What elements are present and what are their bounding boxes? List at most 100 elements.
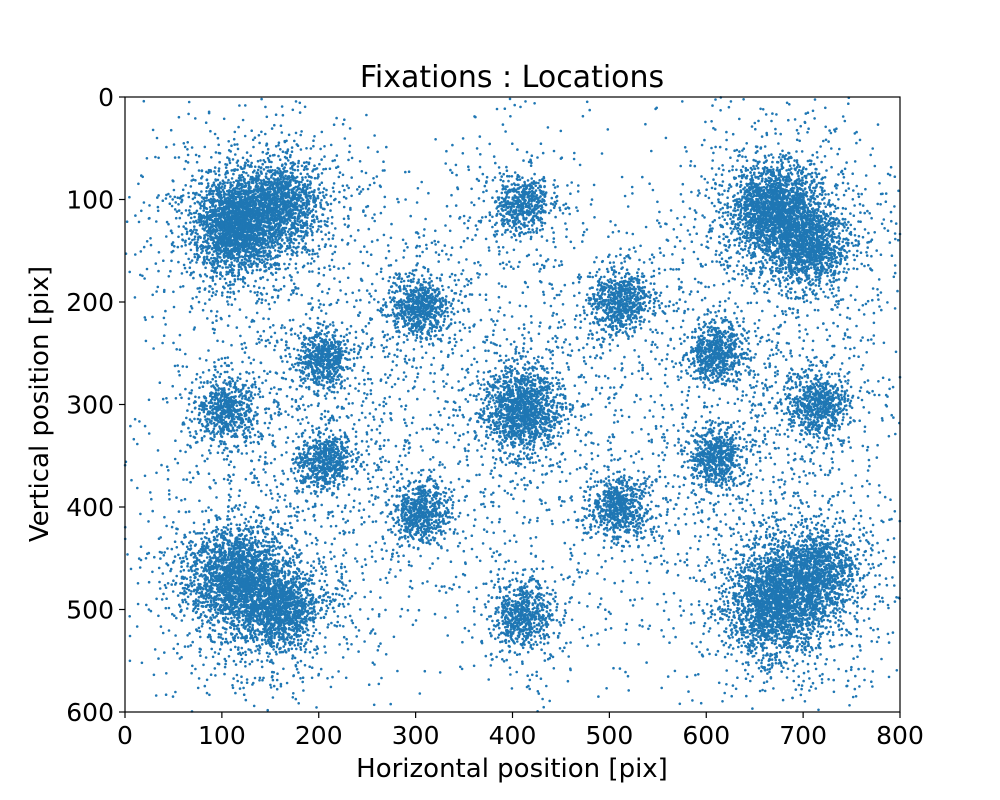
fixation-point bbox=[134, 253, 137, 256]
fixation-point bbox=[466, 226, 470, 230]
fixation-point bbox=[296, 165, 300, 168]
fixation-point bbox=[207, 214, 210, 218]
fixation-point bbox=[523, 198, 527, 202]
fixation-point bbox=[279, 124, 283, 127]
fixation-point bbox=[503, 222, 507, 226]
fixation-point bbox=[213, 246, 216, 250]
fixation-point bbox=[268, 206, 272, 210]
fixation-point bbox=[219, 232, 222, 235]
fixation-point bbox=[193, 225, 196, 228]
fixation-point bbox=[552, 183, 555, 187]
fixation-point bbox=[245, 316, 248, 319]
fixation-point bbox=[214, 236, 217, 240]
fixation-point bbox=[303, 105, 307, 109]
fixation-point bbox=[216, 217, 219, 221]
fixation-point bbox=[202, 197, 205, 201]
fixation-point bbox=[211, 221, 214, 224]
fixation-point bbox=[534, 184, 537, 187]
fixation-point bbox=[179, 196, 182, 200]
fixation-point bbox=[488, 213, 492, 217]
fixation-point bbox=[527, 160, 531, 164]
fixation-point bbox=[289, 184, 292, 187]
fixation-point bbox=[299, 172, 303, 175]
fixation-point bbox=[226, 236, 229, 239]
fixation-point bbox=[290, 279, 293, 282]
fixation-point bbox=[198, 182, 201, 185]
fixation-point bbox=[247, 196, 251, 200]
fixation-point bbox=[510, 202, 513, 206]
fixation-point bbox=[343, 188, 346, 192]
fixation-point bbox=[261, 208, 265, 211]
fixation-point bbox=[292, 245, 295, 249]
fixation-point bbox=[535, 248, 538, 251]
fixation-point bbox=[271, 295, 274, 299]
fixation-point bbox=[227, 140, 230, 143]
fixation-point bbox=[205, 178, 209, 181]
fixation-point bbox=[274, 271, 278, 275]
fixation-point bbox=[328, 268, 332, 271]
fixation-point bbox=[326, 217, 330, 220]
fixation-point bbox=[332, 234, 335, 237]
fixation-point bbox=[317, 187, 320, 190]
fixation-point bbox=[316, 176, 319, 180]
fixation-point bbox=[493, 235, 497, 238]
fixation-point bbox=[249, 154, 252, 157]
fixation-point bbox=[164, 197, 168, 200]
fixation-point bbox=[481, 216, 484, 219]
fixation-point bbox=[279, 175, 283, 178]
fixation-point bbox=[220, 249, 223, 252]
fixation-point bbox=[230, 243, 234, 246]
fixation-point bbox=[502, 267, 506, 270]
fixation-point bbox=[183, 167, 186, 171]
fixation-point bbox=[277, 141, 281, 144]
fixation-point bbox=[228, 161, 232, 165]
fixation-point bbox=[346, 276, 350, 280]
fixation-point bbox=[215, 189, 219, 193]
fixation-point bbox=[249, 218, 253, 221]
fixation-point bbox=[473, 115, 476, 118]
fixation-point bbox=[471, 238, 474, 241]
fixation-point bbox=[533, 102, 536, 105]
fixation-point bbox=[253, 165, 257, 168]
fixation-point bbox=[199, 202, 202, 205]
fixation-point bbox=[259, 250, 263, 254]
fixation-point bbox=[260, 258, 264, 262]
fixation-point bbox=[541, 193, 545, 196]
fixation-point bbox=[313, 164, 316, 167]
fixation-point bbox=[311, 169, 314, 173]
fixation-point bbox=[210, 209, 214, 213]
fixation-point bbox=[291, 253, 294, 257]
fixation-point bbox=[284, 180, 287, 184]
fixation-point bbox=[517, 183, 520, 187]
fixation-point bbox=[511, 142, 514, 145]
fixation-point bbox=[335, 154, 339, 157]
fixation-point bbox=[263, 217, 267, 220]
fixation-point bbox=[187, 100, 191, 104]
fixation-point bbox=[228, 214, 231, 217]
fixation-point bbox=[535, 229, 538, 233]
fixation-point bbox=[191, 230, 195, 233]
fixation-point bbox=[267, 245, 271, 248]
fixation-point bbox=[241, 243, 245, 246]
fixation-point bbox=[311, 238, 315, 242]
fixation-point bbox=[230, 263, 234, 267]
fixation-point bbox=[252, 284, 256, 288]
fixation-point bbox=[301, 176, 304, 179]
fixation-point bbox=[331, 186, 335, 190]
fixation-point bbox=[270, 181, 274, 184]
fixation-point bbox=[519, 200, 522, 203]
fixation-point bbox=[348, 150, 351, 154]
fixation-point bbox=[228, 231, 232, 235]
fixation-point bbox=[495, 190, 499, 193]
fixation-point bbox=[224, 166, 228, 169]
fixation-point bbox=[203, 145, 207, 149]
fixation-point bbox=[517, 175, 521, 178]
fixation-point bbox=[256, 179, 259, 182]
fixation-point bbox=[542, 198, 546, 202]
fixation-point bbox=[297, 195, 300, 199]
fixation-point bbox=[197, 169, 201, 172]
fixation-point bbox=[279, 287, 283, 291]
fixation-point bbox=[230, 217, 233, 220]
fixation-point bbox=[224, 197, 228, 200]
fixation-point bbox=[332, 182, 336, 185]
